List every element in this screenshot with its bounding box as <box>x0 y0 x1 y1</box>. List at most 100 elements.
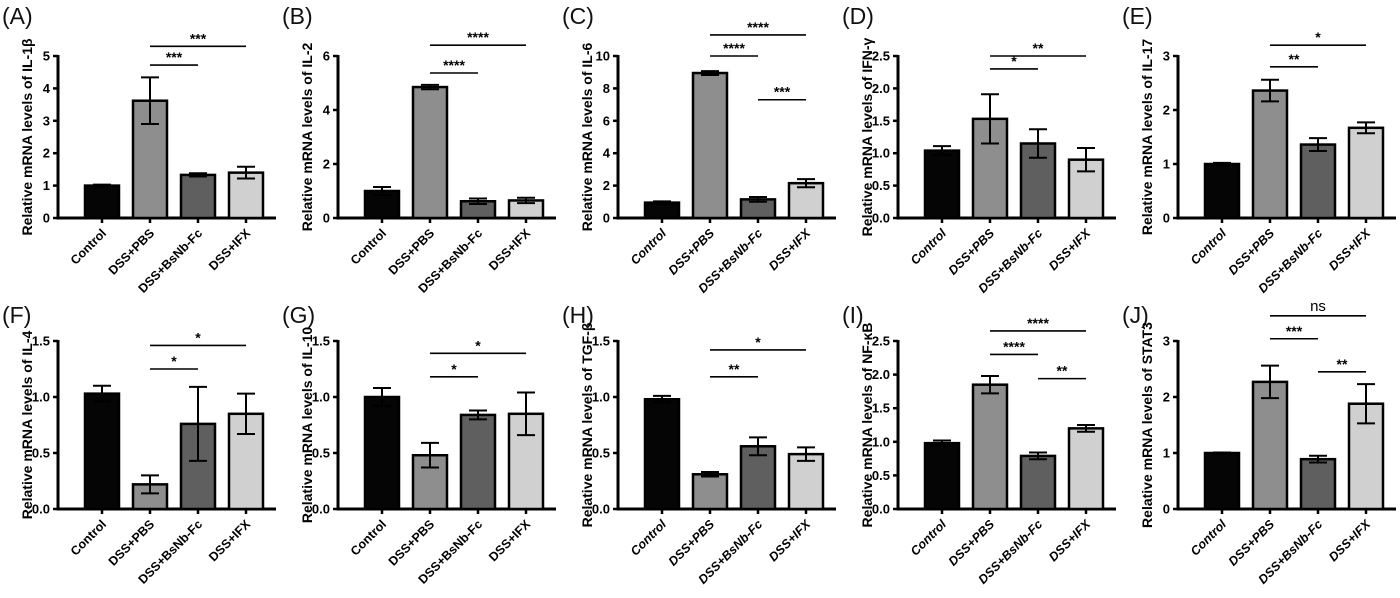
significance-label: ** <box>1337 356 1348 372</box>
error-bar <box>1261 78 1279 103</box>
x-tick-label: Control <box>908 226 950 268</box>
error-bar <box>1077 424 1095 433</box>
error-bar <box>141 76 159 126</box>
y-tick-label: 4 <box>43 81 51 96</box>
y-axis-title: Relative mRNA levels of NF-κB <box>859 323 875 528</box>
significance-label: ** <box>1289 51 1300 67</box>
y-axis-title: Relative mRNA levels of IL-4 <box>19 331 35 520</box>
significance-label: * <box>755 334 761 350</box>
significance-label: * <box>171 353 177 369</box>
panel-label: (B) <box>282 3 313 29</box>
significance-label: *** <box>774 84 791 100</box>
error-bar <box>469 409 487 421</box>
y-axis-title: Relative mRNA levels of IL-17 <box>1139 39 1155 236</box>
x-tick-label: DSS+PBS <box>386 517 437 568</box>
y-tick-label: 2.5 <box>872 49 890 64</box>
y-tick-label: 4 <box>323 103 331 118</box>
y-tick-label: 1 <box>1163 446 1170 461</box>
panel-label: (E) <box>1122 3 1153 29</box>
error-bar <box>189 172 207 178</box>
y-axis-title: Relative mRNA levels of TGF-β <box>579 322 595 527</box>
x-tick-label: DSS+PBS <box>666 226 718 278</box>
bar <box>1299 457 1337 511</box>
bar <box>1203 162 1241 220</box>
x-tick-label: Control <box>68 226 109 267</box>
x-tick-label: DSS+PBS <box>1226 226 1278 278</box>
y-tick-label: 0.0 <box>312 502 330 517</box>
y-tick-label: 2.0 <box>872 367 890 382</box>
error-bar <box>1029 451 1047 461</box>
y-axis-title: Relative mRNA levels of IL-1β <box>19 38 35 236</box>
x-tick-label: Control <box>1188 226 1230 268</box>
y-axis-title: Relative mRNA levels of IL-2 <box>299 43 315 232</box>
panel-label: (F) <box>2 302 31 328</box>
y-axis-title: Relative mRNA levels of STAT3 <box>1139 322 1155 528</box>
x-tick-label: Control <box>1188 517 1230 559</box>
y-tick-label: 1.5 <box>592 334 610 349</box>
error-bar <box>701 70 719 76</box>
y-tick-label: 2 <box>1163 390 1170 405</box>
bar <box>1067 427 1105 511</box>
y-axis-title: Relative mRNA levels of IL-10 <box>299 327 315 524</box>
error-bar <box>1029 128 1047 159</box>
x-tick-label: Control <box>908 517 950 559</box>
y-tick-label: 0.5 <box>312 446 330 461</box>
error-bar <box>237 392 255 435</box>
x-tick-label: DSS+PBS <box>106 226 157 277</box>
error-bar <box>237 165 255 180</box>
bar <box>643 397 681 511</box>
chart-panel: (J)Relative mRNA levels of STAT3 0 1 2 3 Cont… <box>1122 298 1396 587</box>
x-tick-label: Control <box>348 226 389 267</box>
error-bar <box>797 178 815 189</box>
y-tick-label: 0 <box>323 211 330 226</box>
y-tick-label: 0 <box>1163 211 1170 226</box>
error-bar <box>981 93 999 145</box>
bar <box>691 71 729 220</box>
y-tick-label: 0.5 <box>872 468 890 483</box>
y-tick-label: 1.0 <box>32 390 50 405</box>
panel-label: (H) <box>562 302 594 328</box>
y-tick-label: 0.0 <box>592 502 610 517</box>
y-tick-label: 1.0 <box>872 434 890 449</box>
bar <box>1019 454 1057 511</box>
x-tick-label: DSS+IFX <box>766 226 813 273</box>
x-tick-label: DSS+IFX <box>486 517 533 564</box>
x-tick-label: DSS+PBS <box>106 517 157 568</box>
error-bar <box>469 197 487 205</box>
chart-panel: (E) Relative mRNA levels of IL-17 0 1 2 3 Cont… <box>1122 3 1396 296</box>
bar <box>1203 451 1241 511</box>
significance-label: **** <box>443 57 465 73</box>
y-tick-label: 3 <box>43 113 50 128</box>
bar <box>83 392 121 511</box>
chart-panel: (I)Relative mRNA levels of NF-κB0.0 0.5 1.… <box>842 302 1116 587</box>
chart-panel: (B) Relative mRNA levels of IL-2 0 2 4 6 Contr… <box>282 3 556 296</box>
y-tick-label: 6 <box>603 113 610 128</box>
error-bar <box>189 385 207 462</box>
x-tick-label: DSS+PBS <box>946 226 998 278</box>
error-bar <box>1357 121 1375 135</box>
error-bar <box>421 441 439 469</box>
chart-panel: (H)Relative mRNA levels of TGF-β0.0 0.5 1.… <box>562 302 836 587</box>
error-bar <box>981 374 999 395</box>
bar <box>1251 89 1289 220</box>
error-bar <box>93 183 111 188</box>
error-bar <box>1309 137 1327 153</box>
y-tick-label: 0.5 <box>32 446 50 461</box>
bar <box>643 201 681 220</box>
y-tick-label: 3 <box>1163 49 1170 64</box>
x-tick-label: Control <box>628 226 670 268</box>
significance-label: *** <box>190 30 207 46</box>
y-axis-title: Relative mRNA levels of IL-6 <box>579 43 595 232</box>
panel-label: (I) <box>842 302 864 328</box>
bar <box>923 149 961 220</box>
y-tick-label: 8 <box>603 81 610 96</box>
y-tick-label: 4 <box>603 146 611 161</box>
panel-label: (C) <box>562 3 594 29</box>
bar <box>1299 143 1337 220</box>
bar <box>971 383 1009 511</box>
x-tick-label: DSS+IFX <box>766 517 813 564</box>
significance-label: * <box>1315 29 1321 45</box>
significance-label: ** <box>1057 363 1068 379</box>
x-tick-label: DSS+IFX <box>1326 226 1373 273</box>
significance-label: ns <box>1310 298 1326 315</box>
